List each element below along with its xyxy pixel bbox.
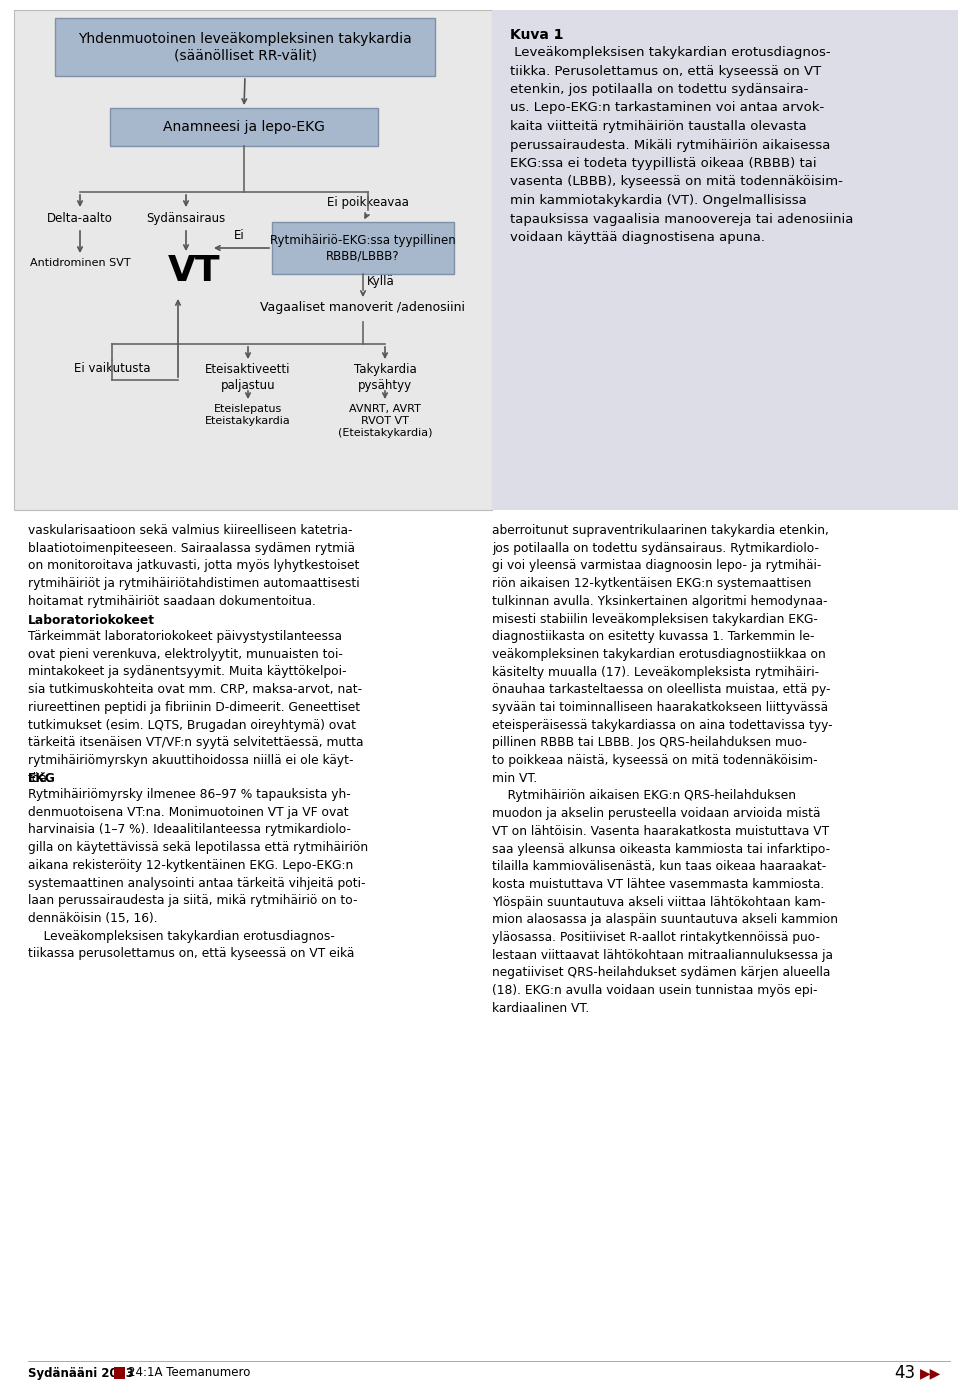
Text: .: . bbox=[554, 28, 560, 42]
Text: VT: VT bbox=[168, 253, 220, 288]
FancyBboxPatch shape bbox=[114, 1366, 125, 1379]
Text: EKG: EKG bbox=[28, 771, 56, 785]
Text: aberroitunut supraventrikulaarinen takykardia etenkin,
jos potilaalla on todettu: aberroitunut supraventrikulaarinen takyk… bbox=[492, 524, 838, 1015]
Text: 24:1A Teemanumero: 24:1A Teemanumero bbox=[128, 1366, 251, 1379]
Text: Vagaaliset manoverit /adenosiini: Vagaaliset manoverit /adenosiini bbox=[260, 301, 466, 314]
FancyBboxPatch shape bbox=[492, 10, 958, 510]
Text: 43: 43 bbox=[895, 1364, 916, 1382]
Text: Tärkeimmät laboratoriokokeet päivystystilanteessa
ovat pieni verenkuva, elektrol: Tärkeimmät laboratoriokokeet päivystysti… bbox=[28, 630, 364, 784]
Text: Laboratoriokokeet: Laboratoriokokeet bbox=[28, 615, 155, 627]
Text: Anamneesi ja lepo-EKG: Anamneesi ja lepo-EKG bbox=[163, 120, 324, 134]
Text: Sydänsairaus: Sydänsairaus bbox=[146, 211, 226, 225]
Text: Rytmihäiriö-EKG:ssa tyypillinen
RBBB/LBBB?: Rytmihäiriö-EKG:ssa tyypillinen RBBB/LBB… bbox=[270, 234, 456, 262]
Text: Ei: Ei bbox=[233, 230, 245, 242]
Text: Sydänääni 2013: Sydänääni 2013 bbox=[28, 1366, 133, 1379]
Text: Leveäkompleksisen takykardian erotusdiagnos-
tiikka. Perusolettamus on, että kys: Leveäkompleksisen takykardian erotusdiag… bbox=[510, 46, 853, 244]
FancyBboxPatch shape bbox=[110, 108, 378, 146]
FancyBboxPatch shape bbox=[14, 10, 492, 510]
Text: AVNRT, AVRT
RVOT VT
(Eteistakykardia): AVNRT, AVRT RVOT VT (Eteistakykardia) bbox=[338, 405, 432, 438]
Text: Eteisaktiveetti
paljastuu: Eteisaktiveetti paljastuu bbox=[205, 363, 291, 392]
Text: Eteislepatus
Eteistakykardia: Eteislepatus Eteistakykardia bbox=[205, 405, 291, 426]
Text: vaskularisaatioon sekä valmius kiireelliseen katetria-
blaatiotoimenpiteeseen. S: vaskularisaatioon sekä valmius kiireelli… bbox=[28, 524, 360, 608]
Text: Rytmihäiriömyrsky ilmenee 86–97 % tapauksista yh-
denmuotoisena VT:na. Monimuoto: Rytmihäiriömyrsky ilmenee 86–97 % tapauk… bbox=[28, 788, 368, 960]
Text: Yhdenmuotoinen leveäkompleksinen takykardia
(säänölliset RR-välit): Yhdenmuotoinen leveäkompleksinen takykar… bbox=[78, 32, 412, 63]
Text: Kuva 1: Kuva 1 bbox=[510, 28, 564, 42]
Text: Delta-aalto: Delta-aalto bbox=[47, 211, 113, 225]
Text: Antidrominen SVT: Antidrominen SVT bbox=[30, 258, 131, 267]
Text: Takykardia
pysähtyy: Takykardia pysähtyy bbox=[353, 363, 417, 392]
FancyBboxPatch shape bbox=[55, 18, 435, 76]
Text: Ei vaikutusta: Ei vaikutusta bbox=[74, 363, 151, 375]
Text: ▶▶: ▶▶ bbox=[920, 1366, 941, 1380]
Text: Ei poikkeavaa: Ei poikkeavaa bbox=[327, 196, 409, 209]
FancyBboxPatch shape bbox=[272, 223, 454, 274]
Text: Kyllä: Kyllä bbox=[367, 274, 395, 288]
